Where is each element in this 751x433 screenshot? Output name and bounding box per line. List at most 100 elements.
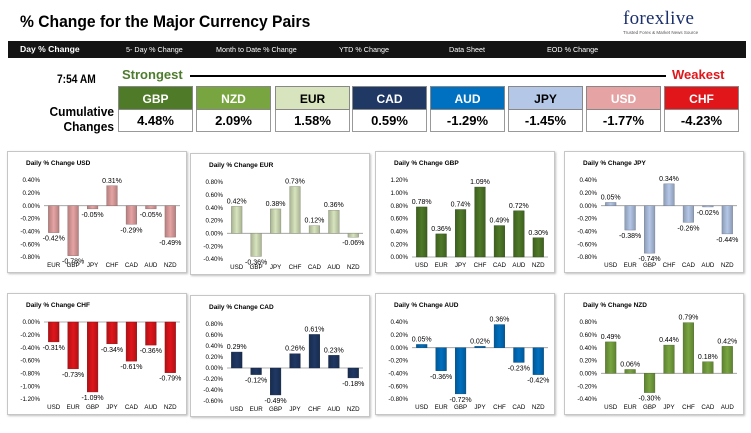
x-tick-label: JPY [474,404,485,411]
bar-chart: 0.40% 0.20% 0.00% -0.20% -0.40% -0.60% -0.80% -… [20,177,181,269]
currency-name: NZD [196,86,271,110]
y-tick-label: 0.00% [22,203,40,210]
data-label: 0.42% [717,338,737,345]
data-label: -0.74% [638,256,660,263]
strongest-label: Strongest [122,67,183,82]
currency-cumulative-change: -1.77% [586,110,661,132]
x-tick-label: NZD [164,262,177,269]
tab-eod-change[interactable]: EOD % Change [547,45,599,54]
x-tick-label: USD [604,404,618,411]
chart-title: Daily % Change CHF [26,302,90,309]
x-tick-label: CHF [106,262,119,269]
data-label: -0.34% [101,347,123,354]
data-label: 0.61% [304,326,324,333]
y-tick-label: 0.00% [390,254,408,261]
x-tick-label: USD [47,404,61,411]
data-label: 0.05% [412,336,432,343]
bar-cad [125,321,137,362]
bar-jpy [663,344,675,374]
x-tick-label: GBP [643,262,656,269]
currency-box-jpy: JPY -1.45% [508,86,583,132]
x-tick-label: AUD [701,262,715,269]
data-label: -0.12% [245,378,267,385]
tab-day-change[interactable]: Day % Change [20,44,80,54]
y-tick-label: -0.80% [577,254,597,261]
y-tick-label: 0.20% [22,190,40,197]
bar-aud [145,321,157,346]
bar-aud [145,205,157,210]
bar-usd [231,206,243,234]
data-label: 0.38% [266,201,286,208]
y-tick-label: -0.80% [20,371,40,378]
data-label: -0.06% [342,240,364,247]
x-tick-label: EUR [250,406,264,413]
x-tick-label: CHF [289,264,302,271]
bar-chart: 0.40% 0.20% 0.00% -0.20% -0.40% -0.60% -0.80% 0… [388,317,549,411]
data-label: 0.73% [285,178,305,185]
tab-5-day-change[interactable]: 5- Day % Change [126,45,183,54]
tab-month-to-date-change[interactable]: Month to Date % Change [216,45,297,54]
currency-box-aud: AUD -1.29% [430,86,505,132]
data-label: -0.79% [159,376,181,383]
x-tick-label: JPY [289,406,300,413]
y-tick-label: 0.20% [579,358,597,365]
bar-chart: 0.80% 0.60% 0.40% 0.20% 0.00% -0.20% -0.40% 0.4… [203,178,364,271]
y-tick-label: 0.40% [22,177,40,184]
data-label: 0.31% [102,178,122,185]
data-label: -0.05% [81,212,103,219]
bar-jpy [455,209,467,258]
bar-jpy [106,321,118,345]
y-tick-label: 0.80% [390,203,408,210]
y-tick-label: 0.40% [205,343,223,350]
y-tick-label: -0.20% [20,332,40,339]
bar-aud [721,346,733,374]
page-title: % Change for the Major Currency Pairs [20,12,311,31]
y-tick-label: -0.60% [20,358,40,365]
currency-box-eur: EUR 1.58% [275,86,350,132]
data-label: -0.78% [62,259,84,266]
bar-nzd [532,347,544,375]
bar-gbp [644,205,656,254]
currency-name: JPY [508,86,583,110]
y-tick-label: -0.40% [203,387,223,394]
x-tick-label: GBP [250,264,263,271]
bar-aud [328,210,340,234]
bar-nzd [164,321,176,373]
x-tick-label: JPY [663,404,674,411]
logo-text: forexlive [623,8,695,29]
bar-usd [605,341,617,374]
y-tick-label: 0.60% [390,216,408,223]
data-label: -0.38% [619,233,641,240]
tab-data-sheet[interactable]: Data Sheet [449,45,485,54]
forexlive-logo[interactable]: forexlive Trusted Forex & Market News So… [623,8,723,38]
y-tick-label: 0.20% [205,218,223,225]
bar-chf [106,185,118,206]
y-tick-label: 0.40% [205,205,223,212]
y-tick-label: -0.20% [577,383,597,390]
chart-panel-chf: Daily % Change CHF 0.00% -0.20% -0.40% -0.60… [7,293,187,415]
tab-ytd-change[interactable]: YTD % Change [339,45,389,54]
bar-chart: 0.80% 0.60% 0.40% 0.20% 0.00% -0.20% -0.40% 0.4… [577,315,737,411]
y-tick-label: 0.60% [579,332,597,339]
y-tick-label: 0.00% [579,203,597,210]
weakest-label: Weakest [672,67,725,82]
chart-title: Daily % Change CAD [209,304,274,311]
data-label: -0.29% [120,227,142,234]
data-label: 0.05% [601,194,621,201]
x-tick-label: EUR [47,262,61,269]
y-tick-label: -0.60% [577,241,597,248]
y-tick-label: -0.20% [203,243,223,250]
y-tick-label: -0.80% [20,254,40,261]
x-tick-label: CAD [308,264,322,271]
bar-gbp [270,367,282,396]
data-label: -0.36% [245,259,267,266]
bar-aud [702,205,714,208]
y-tick-label: -0.40% [20,229,40,236]
x-tick-label: CAD [125,262,139,269]
data-label: -0.73% [62,372,84,379]
bar-gbp [67,205,79,256]
bar-nzd [347,367,359,379]
data-label: -0.42% [43,236,65,243]
x-tick-label: NZD [532,404,545,411]
y-tick-label: 0.20% [579,190,597,197]
